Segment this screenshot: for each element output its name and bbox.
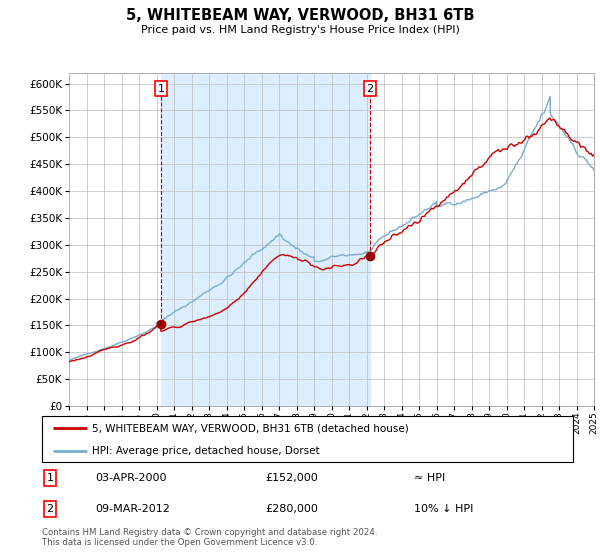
FancyBboxPatch shape: [42, 416, 573, 462]
Text: HPI: Average price, detached house, Dorset: HPI: Average price, detached house, Dors…: [92, 446, 320, 455]
Text: 5, WHITEBEAM WAY, VERWOOD, BH31 6TB (detached house): 5, WHITEBEAM WAY, VERWOOD, BH31 6TB (det…: [92, 423, 409, 433]
Text: 03-APR-2000: 03-APR-2000: [95, 473, 167, 483]
Text: ≈ HPI: ≈ HPI: [414, 473, 445, 483]
Text: 1: 1: [157, 83, 164, 94]
Text: £280,000: £280,000: [265, 504, 318, 514]
Bar: [161, 73, 370, 406]
Text: Price paid vs. HM Land Registry's House Price Index (HPI): Price paid vs. HM Land Registry's House …: [140, 25, 460, 35]
Text: Contains HM Land Registry data © Crown copyright and database right 2024.
This d: Contains HM Land Registry data © Crown c…: [42, 528, 377, 547]
Text: 2: 2: [367, 83, 374, 94]
Text: 5, WHITEBEAM WAY, VERWOOD, BH31 6TB: 5, WHITEBEAM WAY, VERWOOD, BH31 6TB: [126, 8, 474, 24]
Text: 10% ↓ HPI: 10% ↓ HPI: [414, 504, 473, 514]
Text: £152,000: £152,000: [265, 473, 318, 483]
Text: 2: 2: [46, 504, 53, 514]
Text: 1: 1: [46, 473, 53, 483]
Text: 09-MAR-2012: 09-MAR-2012: [95, 504, 170, 514]
